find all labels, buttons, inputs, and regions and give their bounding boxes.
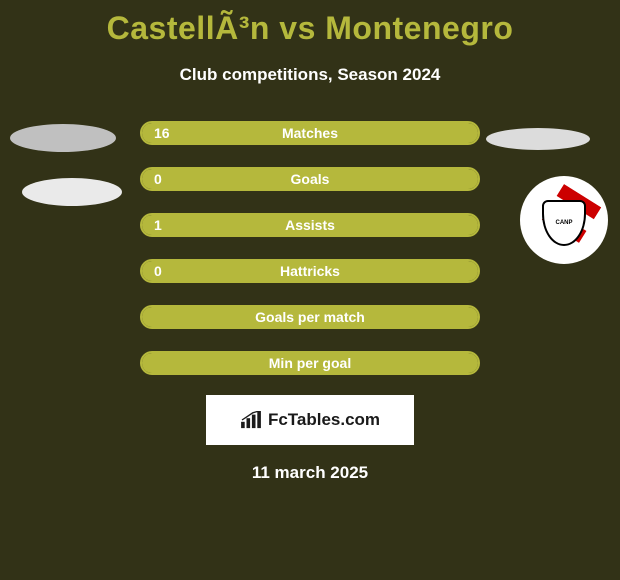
stat-bar-min-per-goal: Min per goal (140, 351, 480, 375)
stat-value: 0 (154, 263, 162, 279)
team-badge: CANP (520, 176, 608, 264)
stat-bar-hattricks: 0 Hattricks (140, 259, 480, 283)
branding-text: FcTables.com (268, 410, 380, 430)
subtitle: Club competitions, Season 2024 (0, 65, 620, 85)
left-team-shadow-1 (10, 124, 116, 152)
branding-box: FcTables.com (206, 395, 414, 445)
stats-container: 16 Matches 0 Goals 1 Assists 0 Hattricks… (140, 121, 480, 375)
stat-label: Min per goal (269, 355, 351, 371)
stat-value: 16 (154, 125, 170, 141)
stat-value: 1 (154, 217, 162, 233)
stat-bar-goals: 0 Goals (140, 167, 480, 191)
date-text: 11 march 2025 (0, 463, 620, 483)
stat-bar-goals-per-match: Goals per match (140, 305, 480, 329)
stat-label: Hattricks (280, 263, 340, 279)
stat-value: 0 (154, 171, 162, 187)
stat-label: Goals (291, 171, 330, 187)
stat-bar-assists: 1 Assists (140, 213, 480, 237)
stat-bar-matches: 16 Matches (140, 121, 480, 145)
left-team-shadow-2 (22, 178, 122, 206)
stat-label: Goals per match (255, 309, 365, 325)
page-title: CastellÃ³n vs Montenegro (0, 0, 620, 47)
stat-label: Assists (285, 217, 335, 233)
stat-label: Matches (282, 125, 338, 141)
right-team-shadow (486, 128, 590, 150)
branding-chart-icon (240, 411, 262, 429)
badge-shield-text: CANP (555, 220, 572, 227)
